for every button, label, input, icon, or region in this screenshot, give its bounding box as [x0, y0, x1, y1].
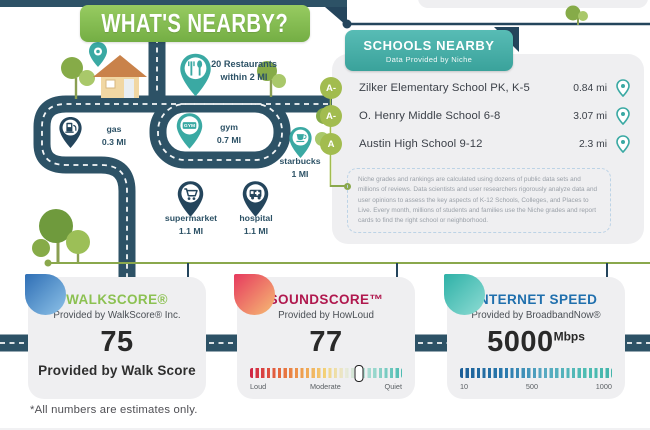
school-distance: 0.84 mi: [573, 82, 607, 94]
page-title-banner: WHAT'S NEARBY?: [80, 5, 310, 42]
pin-label-supermarket: supermarket 1.1 MI: [164, 213, 218, 236]
grade-badge: A: [320, 133, 342, 155]
map-pin-gas: [57, 115, 84, 155]
location-pin-icon[interactable]: [616, 79, 630, 97]
school-row: A- Zilker Elementary School PK, K-5 0.84…: [320, 75, 644, 101]
bottom-divider: [0, 428, 650, 430]
soundscore-value: 77: [309, 326, 343, 358]
soundscore-marker: [354, 364, 364, 382]
leaf-decoration-icon: [234, 274, 275, 315]
leaf-decoration-icon: [444, 274, 485, 315]
estimates-footnote: *All numbers are estimates only.: [30, 404, 198, 416]
schools-panel-header: SCHOOLS NEARBY Data Provided by Niche: [345, 30, 513, 71]
school-row: A Austin High School 9-12 2.3 mi: [320, 131, 644, 157]
map-pin-supermarket: [175, 179, 206, 224]
internet-scale-labels: 10 500 1000: [460, 381, 612, 391]
soundscore-provider: Provided by HowLoud: [278, 310, 374, 321]
svg-text:GYM: GYM: [184, 123, 195, 129]
restaurant-pin-icon: [180, 53, 211, 97]
pin-label-restaurants: 20 Restaurants within 2 MI: [211, 59, 277, 82]
walkscore-card: WALKSCORE® Provided by WalkScore® Inc. 7…: [25, 274, 206, 399]
page-title: WHAT'S NEARBY?: [101, 8, 289, 38]
pin-label-gym: gym 0.7 MI: [216, 122, 242, 145]
gym-pin-icon: GYM: [176, 113, 203, 149]
pin-label-hospital: hospital 1.1 MI: [239, 213, 273, 236]
map-pin-starbucks: [287, 125, 314, 165]
school-row: A- O. Henry Middle School 6-8 3.07 mi: [320, 103, 644, 129]
location-pin-icon[interactable]: [616, 135, 630, 153]
map-pin-gym: GYM: [174, 111, 205, 156]
gas-pump-icon: [59, 117, 82, 148]
coffee-cup-icon: [289, 127, 312, 158]
ambulance-icon: [242, 181, 269, 217]
school-name: Austin High School 9-12: [359, 138, 483, 150]
internet-value: 5000Mbps: [487, 326, 585, 358]
pin-label-gas: gas 0.3 MI: [101, 124, 127, 147]
map-pin-restaurants: [177, 51, 214, 104]
internet-unit: Mbps: [553, 329, 585, 344]
schools-nearby-panel: SCHOOLS NEARBY Data Provided by Niche A-…: [320, 30, 644, 244]
walkscore-title: WALKSCORE®: [66, 292, 168, 307]
school-distance: 3.07 mi: [573, 110, 607, 122]
school-name: O. Henry Middle School 6-8: [359, 110, 501, 122]
leaf-decoration-icon: [25, 274, 66, 315]
schools-header-title: SCHOOLS NEARBY: [363, 37, 495, 53]
internet-title: INTERNET SPEED: [474, 292, 598, 307]
soundscore-scale-labels: Loud Moderate Quiet: [250, 381, 402, 391]
soundscore-title: SOUNDSCORE™: [268, 292, 384, 307]
map-pin-hospital: [240, 179, 271, 224]
house-illustration: [93, 55, 147, 98]
soundscore-card: SOUNDSCORE™ Provided by HowLoud 77 Loud …: [234, 274, 415, 399]
internet-scale: [460, 367, 612, 378]
location-pin-icon[interactable]: [616, 107, 630, 125]
grade-badge: A-: [320, 105, 342, 127]
connector-line: [330, 182, 351, 190]
pin-label-starbucks: starbucks 1 MI: [279, 156, 321, 179]
internet-provider: Provided by BroadbandNow®: [471, 310, 601, 321]
walkscore-footer: Provided by Walk Score: [38, 362, 196, 378]
niche-disclaimer: Niche grades and rankings are calculated…: [347, 168, 611, 234]
schools-header-subtitle: Data Provided by Niche: [385, 54, 473, 64]
grade-badge: A-: [320, 77, 342, 99]
walkscore-provider: Provided by WalkScore® Inc.: [53, 310, 181, 321]
school-distance: 2.3 mi: [578, 138, 607, 150]
internet-speed-card: INTERNET SPEED Provided by BroadbandNow®…: [444, 274, 625, 399]
walkscore-value: 75: [100, 326, 134, 358]
school-name: Zilker Elementary School PK, K-5: [359, 82, 530, 94]
soundscore-scale: [250, 367, 402, 378]
shopping-cart-icon: [177, 181, 204, 217]
